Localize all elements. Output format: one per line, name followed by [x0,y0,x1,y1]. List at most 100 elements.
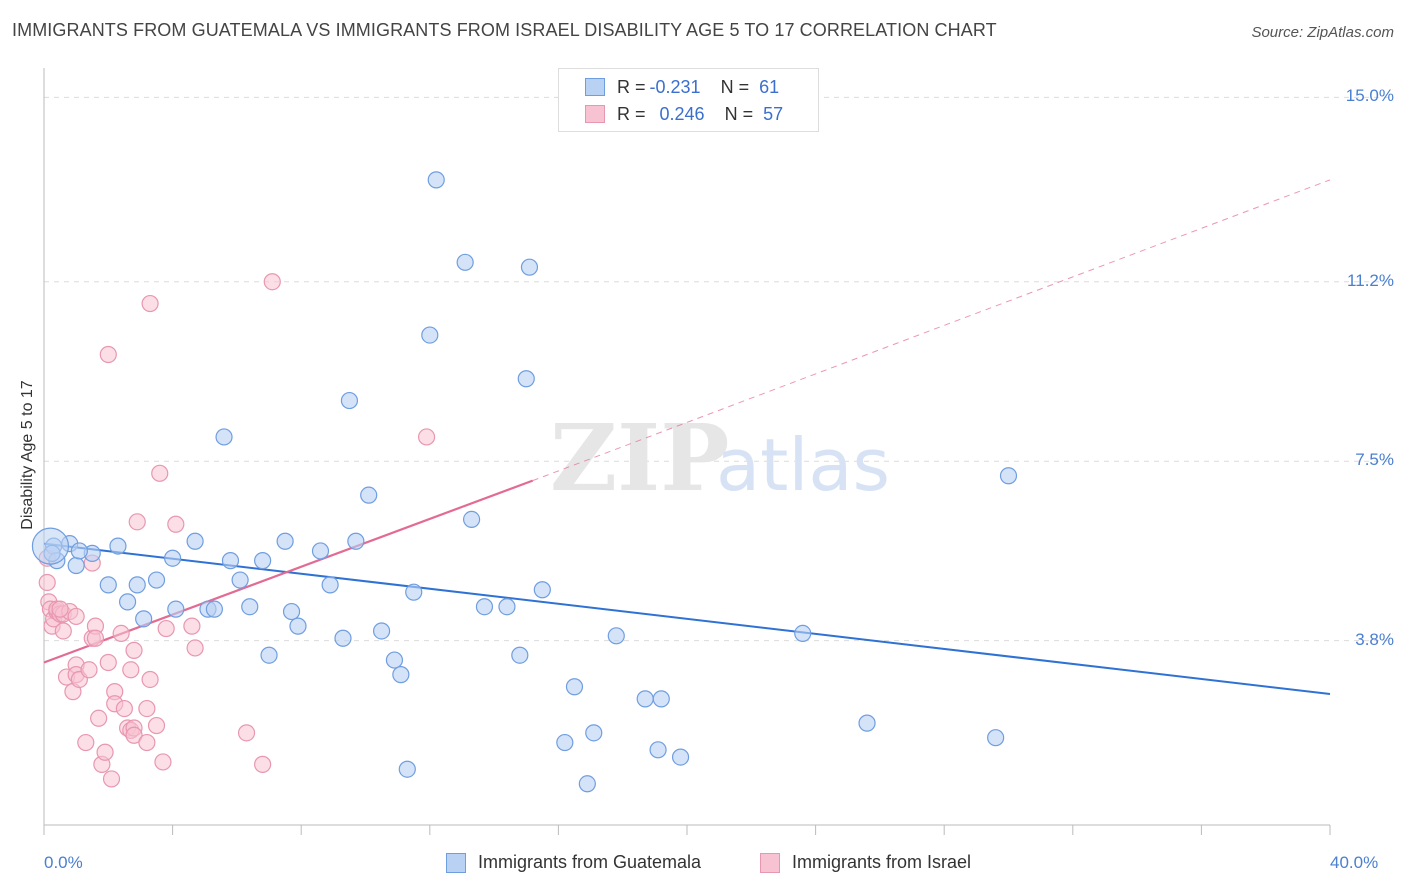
israel-point [38,573,56,592]
guatemala-point [67,556,85,575]
guatemala-point [498,598,516,616]
legend-swatch-israel [760,852,780,873]
guatemala-point [128,576,146,594]
x-tick-label-min: 0.0% [44,853,83,872]
guatemala-point [392,666,410,684]
israel-point [90,709,108,727]
israel-point [125,726,143,744]
legend-item-guatemala: Immigrants from Guatemala [446,852,701,873]
legend-swatch-guatemala [585,78,605,96]
guatemala-point [254,552,272,570]
israel-point [154,753,172,771]
guatemala-point [118,593,137,611]
israel-point [141,294,159,313]
guatemala-point [427,171,445,189]
guatemala-point [109,537,127,555]
guatemala-point [147,571,166,589]
x-tick-label-max: 40.0% [1330,853,1379,872]
guatemala-point [511,646,529,664]
guatemala-point [205,600,223,618]
guatemala-point [987,729,1005,747]
y-axis-label: Disability Age 5 to 17 [19,380,36,530]
watermark-atlas: atlas [716,423,890,507]
guatemala-point [533,581,551,599]
source-credit: Source: ZipAtlas.com [1251,24,1394,41]
guatemala-point [70,542,88,560]
israel-point [237,724,256,742]
guatemala-point [99,576,117,594]
israel-point [80,661,98,679]
guatemala-point [858,714,876,732]
guatemala-point [311,542,330,560]
guatemala-point [671,748,690,766]
guatemala-point [649,741,667,759]
legend-label-israel: Immigrants from Israel [792,852,972,872]
israel-point [96,743,114,761]
guatemala-point [585,724,603,742]
guatemala-points [31,171,1018,793]
guatemala-point [186,532,204,550]
legend-n-label: N = [720,76,750,97]
israel-point [122,661,140,679]
israel-point [263,273,281,291]
guatemala-point [456,253,474,271]
guatemala-point [385,651,404,669]
guatemala-point [135,610,153,628]
israel-point [138,733,156,752]
guatemala-point [221,552,240,570]
guatemala-point [636,690,654,708]
guatemala-point [260,646,278,664]
legend-item-israel: Immigrants from Israel [760,852,971,873]
israel-point [151,464,169,482]
axes [43,68,1331,835]
israel-point [128,513,146,531]
israel-point [67,607,85,626]
guatemala-point [999,467,1018,485]
guatemala-point [231,571,249,589]
guatemala-point [276,532,294,550]
guatemala-point [517,370,535,388]
guatemala-point [520,258,539,276]
israel-point [417,428,436,446]
guatemala-point [398,760,416,778]
guatemala-point [607,627,625,645]
legend-swatch-guatemala [446,852,466,873]
guatemala-point [321,576,339,594]
guatemala-point [578,775,596,793]
israel-point [112,624,130,642]
y-tick-label: 15.0% [1345,86,1394,106]
israel-point [125,641,143,659]
chart-title: IMMIGRANTS FROM GUATEMALA VS IMMIGRANTS … [12,20,997,40]
israel-point [77,733,95,752]
israel-point [138,699,156,718]
legend-n-value: 57 [763,103,784,124]
israel-point [99,345,117,364]
israel-point [86,629,105,647]
guatemala-point [347,532,365,550]
legend-n-value: 61 [759,76,780,97]
legend-r-value: -0.231 [649,76,701,97]
israel-points [38,273,436,788]
guatemala-point [421,326,439,344]
israel-point [183,617,201,635]
guatemala-point [164,549,182,567]
israel-point [254,755,272,773]
guatemala-trend-line [43,542,1331,696]
correlation-legend: R = -0.231 N = 61 R = 0.246 N = 57 [558,68,819,132]
guatemala-point [340,391,359,410]
guatemala-point [241,598,259,616]
israel-point [51,600,69,618]
israel-trend-line-extension [532,179,1331,482]
y-tick-label: 11.2% [1347,270,1394,290]
guatemala-point [289,617,307,635]
guatemala-point [334,629,352,647]
guatemala-point [794,624,812,642]
legend-row-israel: R = 0.246 N = 57 [585,103,783,125]
guatemala-point-large [31,527,70,565]
legend-n-label: N = [724,103,754,124]
guatemala-point [565,678,584,696]
y-tick-label: 3.8% [1355,629,1394,649]
series-legend: Immigrants from Guatemala Immigrants fro… [0,852,1406,876]
guatemala-point [360,486,378,504]
